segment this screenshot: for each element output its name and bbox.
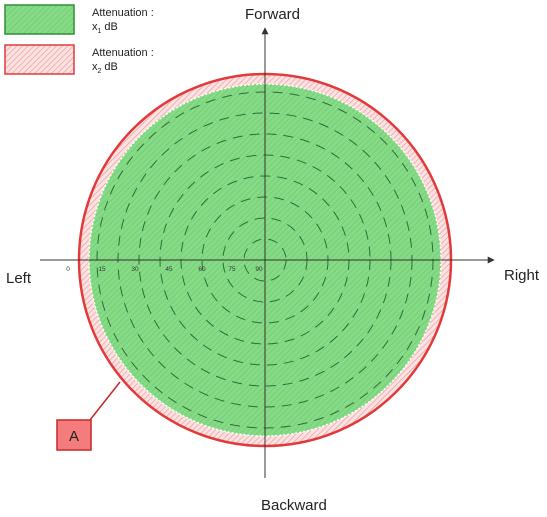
legend-item-x2: Attenuation : x2 dB xyxy=(4,44,154,75)
angle-tick-label: 45 xyxy=(165,266,173,273)
legend-value-x2: x2 dB xyxy=(92,61,118,75)
legend-swatch-x2 xyxy=(4,44,75,75)
angle-tick-label: 0 xyxy=(66,266,70,273)
legend: Attenuation : x1 dB Attenuation : x2 dB xyxy=(4,4,154,75)
marker-a-label: A xyxy=(69,428,79,445)
direction-left: Left xyxy=(6,270,32,287)
direction-backward: Backward xyxy=(261,497,327,514)
legend-value-x1: x1 dB xyxy=(92,21,118,35)
legend-label-x2: Attenuation : xyxy=(92,47,154,59)
angle-tick-label: 90 xyxy=(255,266,263,273)
legend-item-x1: Attenuation : x1 dB xyxy=(4,4,154,35)
marker-a-leader xyxy=(89,381,121,421)
angle-tick-labels: 0 15 30 45 60 75 90 xyxy=(66,266,263,273)
legend-label-x1: Attenuation : xyxy=(92,7,154,19)
angle-tick-label: 60 xyxy=(198,266,206,273)
marker-a: A xyxy=(56,419,92,451)
direction-forward: Forward xyxy=(245,6,300,23)
marker-a-box xyxy=(56,419,92,451)
angle-tick-label: 15 xyxy=(98,266,106,273)
angle-tick-label: 75 xyxy=(228,266,236,273)
direction-right: Right xyxy=(504,267,540,284)
angle-tick-label: 30 xyxy=(131,266,139,273)
legend-swatch-x1 xyxy=(4,4,75,35)
